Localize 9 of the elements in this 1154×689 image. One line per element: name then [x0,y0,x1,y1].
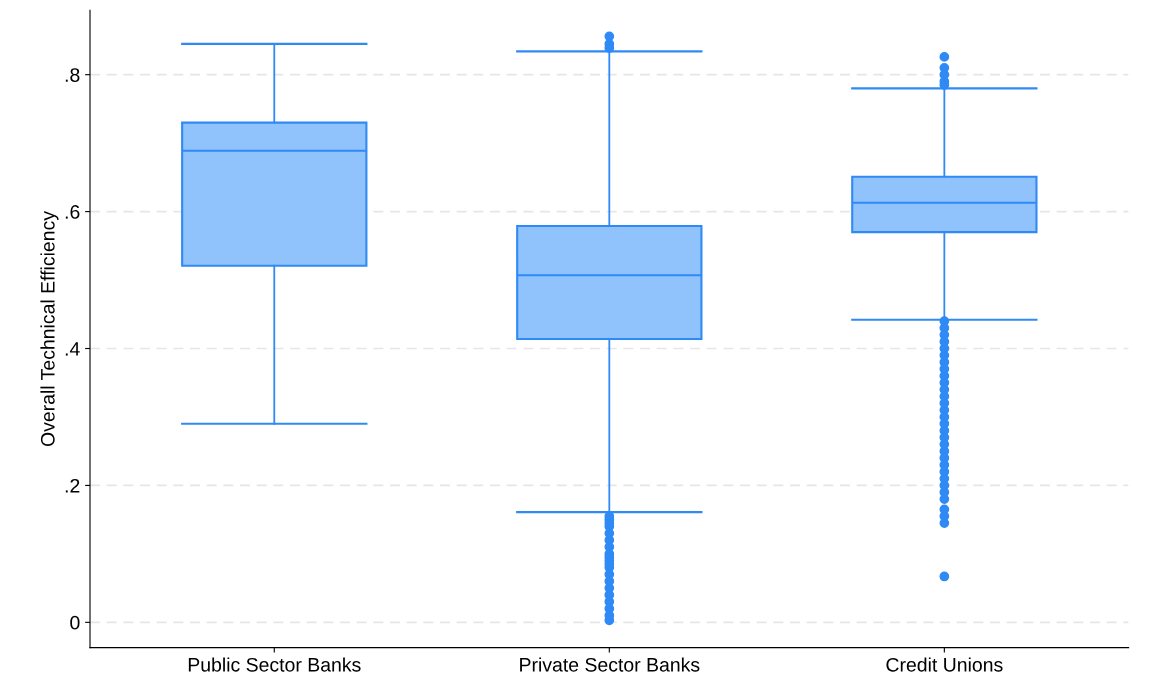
y-axis-title: Overall Technical Efficiency [40,211,59,447]
y-tick-label: .8 [65,68,80,82]
y-tick-label: .6 [65,205,80,219]
x-tick-label: Private Sector Banks [520,657,700,672]
y-tick-label: .4 [65,342,80,356]
x-tick-label: Credit Unions [886,657,1003,672]
x-tick-label: Public Sector Banks [188,657,361,672]
y-tick-label: 0 [70,615,80,630]
y-tick-label: .2 [65,478,80,493]
